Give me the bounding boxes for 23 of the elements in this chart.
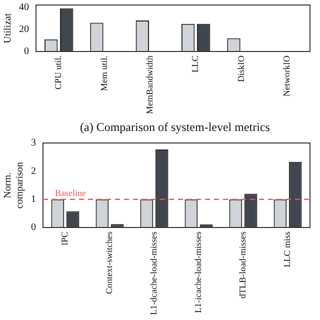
x-tick-label: IPC xyxy=(60,232,70,246)
x-tick-label: Mem util. xyxy=(98,56,109,92)
y-axis-title: Norm. comparison xyxy=(2,162,26,209)
text: (a) Comparison of system-level metrics xyxy=(79,120,271,135)
x-tick-label: L1-icache-load-misses xyxy=(193,231,204,314)
x-tick-label: Context-switches xyxy=(104,231,114,294)
y-tick-label: 2 xyxy=(31,166,36,177)
y-tick-label: 20 xyxy=(19,24,29,35)
x-tick-label: L1-dcache-load-misses xyxy=(148,231,159,316)
x-tick-label: LLC miss xyxy=(282,231,292,268)
x-tick-label: NetworkIO xyxy=(282,55,292,97)
y-tick-label: 3 xyxy=(31,138,36,149)
y-tick-label: 1 xyxy=(31,194,36,205)
x-tick-label: LLC xyxy=(190,56,200,73)
x-tick-label: MemBandwidth xyxy=(144,55,155,114)
x-tick-label: DiskIO xyxy=(236,55,246,82)
x-tick-label: CPU util. xyxy=(53,56,64,90)
ref-line-label: Baseline xyxy=(55,188,86,198)
y-tick-label: 0 xyxy=(31,222,36,234)
x-tick-label: dTLB-load-misses xyxy=(238,231,248,299)
y-axis-title: Utilizat xyxy=(2,13,14,44)
y-tick-label: 40 xyxy=(19,2,29,13)
y-tick-label: 0 xyxy=(24,46,29,58)
